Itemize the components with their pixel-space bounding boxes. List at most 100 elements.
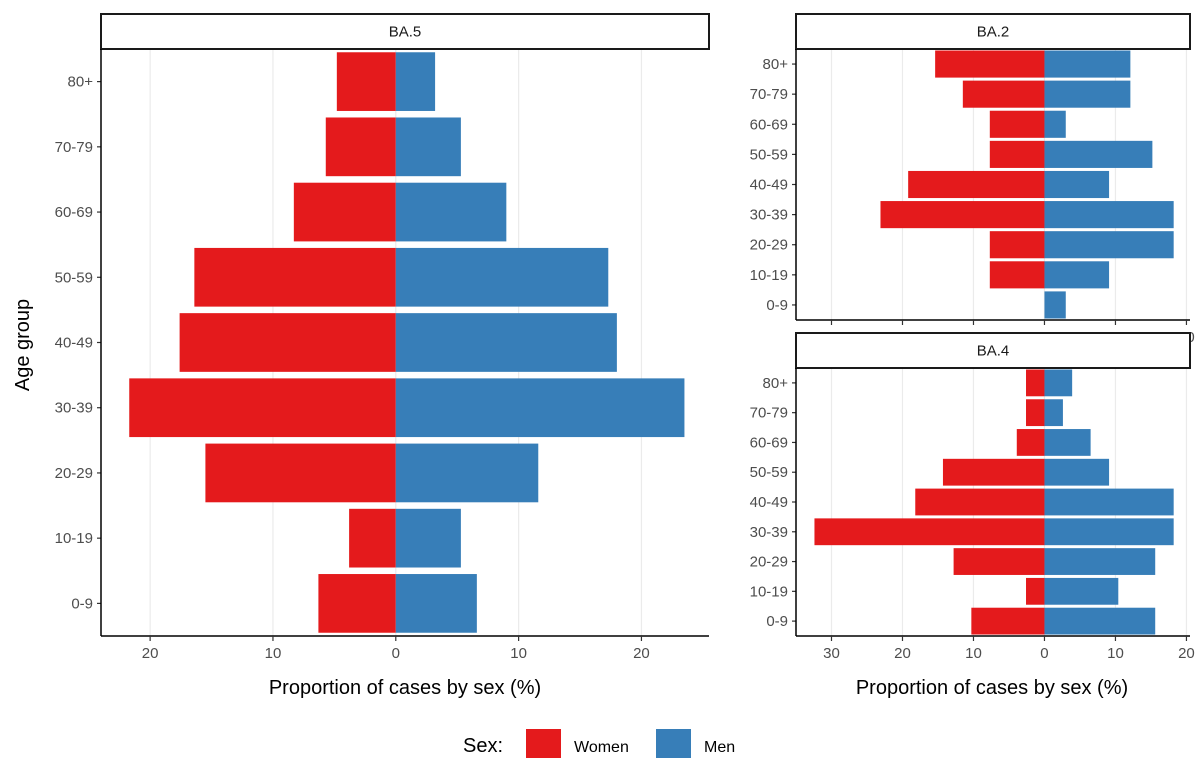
y-tick-label: 20-29 (750, 237, 788, 254)
y-tick-label: 40-49 (55, 335, 93, 352)
bar-women (935, 50, 1045, 78)
bar-women (318, 574, 396, 633)
bar-women (205, 443, 396, 503)
facets-layer: BA.5 0-9 10-19 20-29 30-39 40-49 50-59 60-69 70-… (55, 13, 1195, 662)
bar-women (942, 458, 1045, 486)
bar-men (1044, 50, 1131, 78)
y-tick-label: 0-9 (766, 613, 788, 630)
legend: Sex: Women Men (463, 729, 735, 758)
bar-men (395, 313, 617, 372)
bar-women (194, 247, 396, 307)
bar-men (1044, 231, 1174, 259)
facet-strip-label: BA.2 (977, 24, 1010, 41)
bar-men (1044, 80, 1131, 108)
bar-women (989, 110, 1045, 138)
bar-men (1044, 261, 1110, 289)
bar-men (1044, 140, 1153, 168)
bar-women (1026, 369, 1045, 397)
x-tick-label: 20 (142, 645, 159, 662)
bar-men (1044, 170, 1110, 199)
bar-men (1044, 577, 1119, 605)
bar-men (395, 117, 461, 177)
facet-strip (100, 13, 710, 50)
bar-women (908, 170, 1045, 199)
y-tick-label: 50-59 (750, 146, 788, 163)
y-tick-label: 70-79 (55, 139, 93, 156)
facet-strip-label: BA.5 (389, 24, 422, 41)
y-tick-label: 80+ (763, 56, 789, 73)
facet-ba2: BA.2 0-9 10-19 20-29 30-39 40-49 50-59 60-69 70-… (750, 13, 1195, 346)
y-tick-label: 80+ (763, 375, 789, 392)
bar-men (1044, 369, 1073, 397)
x-tick-label: 20 (894, 645, 911, 662)
bar-men (1044, 291, 1066, 319)
y-tick-label: 30-39 (750, 207, 788, 224)
bar-men (1044, 607, 1156, 635)
bar-women (349, 508, 396, 568)
bar-men (1044, 201, 1174, 229)
bar-men (395, 574, 477, 633)
x-tick-label: 10 (965, 645, 982, 662)
bar-women (179, 313, 396, 372)
legend-label-men: Men (704, 739, 735, 756)
y-tick-label: 60-69 (55, 204, 93, 221)
y-tick-label: 30-39 (750, 524, 788, 541)
bar-women (962, 80, 1045, 108)
bar-men (1044, 110, 1066, 138)
x-axis-title-ba5: Proportion of cases by sex (%) (269, 677, 541, 699)
facet-ba5: BA.5 0-9 10-19 20-29 30-39 40-49 50-59 60-69 70-… (55, 13, 710, 662)
bar-women (1026, 577, 1045, 605)
y-tick-label: 80+ (68, 74, 94, 91)
x-tick-label: 10 (510, 645, 527, 662)
bar-women (915, 488, 1045, 516)
legend-title: Sex: (463, 735, 503, 757)
bar-men (395, 52, 436, 111)
y-tick-label: 70-79 (750, 405, 788, 422)
bar-men (1044, 548, 1156, 575)
y-tick-label: 10-19 (750, 267, 788, 284)
bar-men (395, 443, 539, 503)
x-tick-label: 0 (1040, 645, 1048, 662)
y-tick-label: 60-69 (750, 434, 788, 451)
x-tick-label: 30 (823, 645, 840, 662)
legend-swatch-women (526, 729, 561, 758)
x-tick-label: 0 (392, 645, 400, 662)
y-tick-label: 60-69 (750, 116, 788, 133)
bar-women (1016, 429, 1045, 456)
bar-women (293, 182, 396, 242)
y-tick-label: 40-49 (750, 494, 788, 511)
facet-strip (795, 332, 1191, 369)
x-tick-label: 10 (1107, 645, 1124, 662)
y-tick-label: 0-9 (766, 297, 788, 314)
bar-men (395, 378, 685, 438)
bar-women (325, 117, 396, 177)
x-tick-label: 20 (633, 645, 650, 662)
facet-strip (795, 13, 1191, 50)
x-tick-label: 20 (1178, 645, 1195, 662)
bar-men (395, 247, 609, 307)
bar-men (395, 182, 507, 242)
bar-women (336, 52, 396, 111)
bar-men (1044, 518, 1174, 546)
y-tick-label: 20-29 (55, 465, 93, 482)
bar-women (971, 607, 1045, 635)
y-tick-label: 10-19 (55, 530, 93, 547)
y-tick-label: 50-59 (55, 269, 93, 286)
facet-ba4: BA.4 0-9 10-19 20-29 30-39 40-49 50-59 60-69 70-… (750, 332, 1195, 662)
y-axis-title: Age group (12, 299, 34, 391)
facet-strip-label: BA.4 (977, 343, 1010, 360)
bar-women (989, 140, 1045, 168)
bar-men (395, 508, 461, 568)
y-tick-label: 70-79 (750, 86, 788, 103)
y-tick-label: 0-9 (71, 595, 93, 612)
bar-women (953, 548, 1045, 575)
legend-label-women: Women (574, 739, 629, 756)
y-tick-label: 40-49 (750, 177, 788, 194)
legend-swatch-men (656, 729, 691, 758)
y-tick-label: 20-29 (750, 554, 788, 571)
bar-men (1044, 458, 1110, 486)
bar-women (1026, 399, 1045, 427)
y-tick-label: 30-39 (55, 400, 93, 417)
bar-women (989, 231, 1045, 259)
y-tick-label: 50-59 (750, 464, 788, 481)
